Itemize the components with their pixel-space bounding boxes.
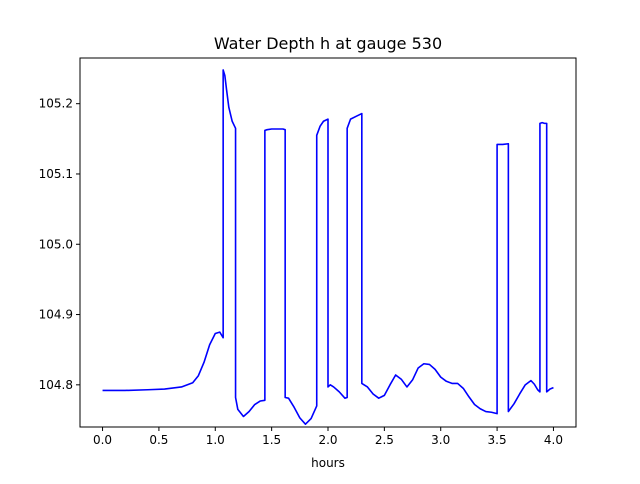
x-tick-label: 4.0 [544,433,563,447]
y-tick-label: 105.2 [39,97,73,111]
series-line [102,69,554,425]
y-axis-ticks: 104.8 104.9 105.0 105.1 105.2 [39,97,80,392]
x-axis-label: hours [311,456,345,470]
x-tick-label: 0.0 [93,433,112,447]
series-layer [102,69,554,425]
x-tick-label: 1.0 [206,433,225,447]
y-tick-label: 105.1 [39,167,73,181]
x-axis-ticks: 0.0 0.5 1.0 1.5 2.0 2.5 3.0 3.5 4.0 [93,427,563,447]
chart-title: Water Depth h at gauge 530 [214,34,442,53]
y-tick-label: 105.0 [39,237,73,251]
x-tick-label: 2.0 [318,433,337,447]
y-tick-label: 104.8 [39,378,73,392]
x-tick-label: 2.5 [375,433,394,447]
x-tick-label: 3.5 [488,433,507,447]
y-tick-label: 104.9 [39,308,73,322]
x-tick-label: 1.5 [262,433,281,447]
x-tick-label: 3.0 [431,433,450,447]
x-tick-label: 0.5 [149,433,168,447]
